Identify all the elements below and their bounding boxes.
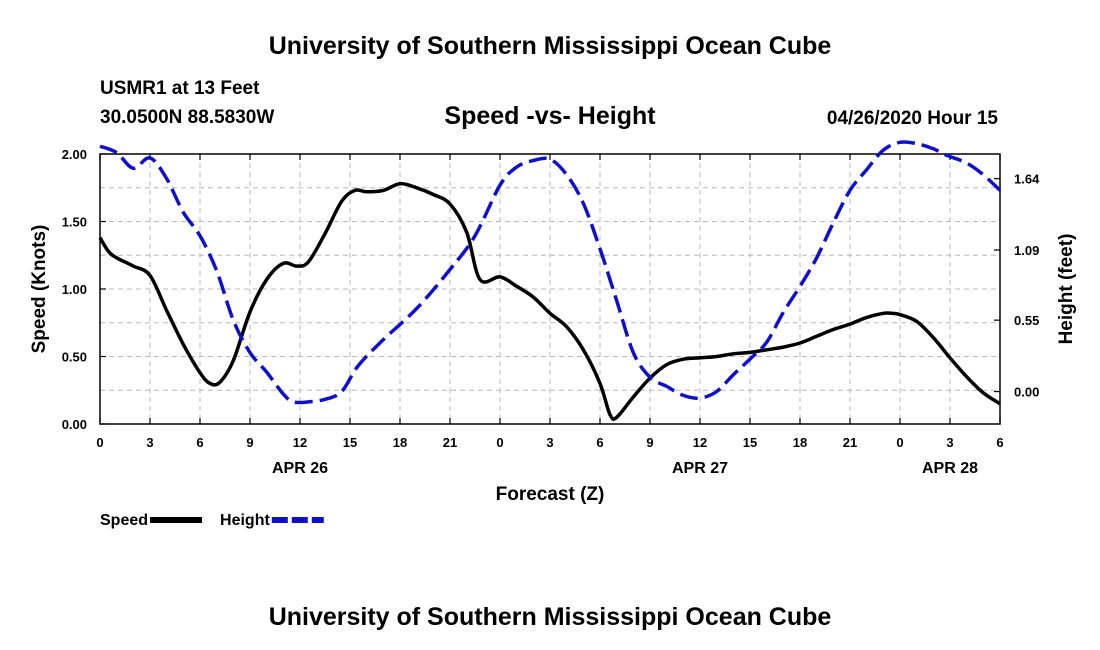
x-tick-label: 6 xyxy=(996,435,1003,450)
timestamp-label: 04/26/2020 Hour 15 xyxy=(827,108,999,129)
x-tick-label: 18 xyxy=(393,435,407,450)
x-tick-label: 12 xyxy=(693,435,707,450)
x-tick-label: 21 xyxy=(443,435,457,450)
y-right-tick-label: 1.64 xyxy=(1014,172,1040,187)
y-left-tick-label: 0.00 xyxy=(62,417,87,432)
footer-title: University of Southern Mississippi Ocean… xyxy=(269,603,832,631)
date-label: APR 27 xyxy=(672,460,728,477)
y-right-tick-label: 0.55 xyxy=(1014,313,1039,328)
axis-ticks: 0 3 6 9 12 15 18 21 0 3 6 9 12 15 18 21 0 3 6 0.00 0.50 1.00 1… xyxy=(62,147,1040,477)
y-axis-right-label: Height (feet) xyxy=(1056,234,1077,345)
x-tick-label: 0 xyxy=(96,435,103,450)
x-axis-label: Forecast (Z) xyxy=(496,484,605,505)
series-height-line xyxy=(99,140,1002,405)
x-tick-label: 6 xyxy=(596,435,603,450)
x-tick-label: 6 xyxy=(196,435,203,450)
x-tick-label: 18 xyxy=(793,435,807,450)
x-tick-label: 15 xyxy=(343,435,357,450)
series-lines xyxy=(98,140,1002,421)
y-right-tick-label: 1.09 xyxy=(1014,243,1039,258)
series-speed-line xyxy=(98,181,1001,421)
y-left-tick-label: 0.50 xyxy=(62,350,87,365)
x-tick-label: 0 xyxy=(896,435,903,450)
x-tick-label: 9 xyxy=(646,435,653,450)
y-right-tick-label: 0.00 xyxy=(1014,385,1039,400)
y-left-tick-label: 2.00 xyxy=(62,147,87,162)
coordinates-label: 30.0500N 88.5830W xyxy=(100,107,274,128)
x-tick-label: 12 xyxy=(293,435,307,450)
x-tick-label: 3 xyxy=(546,435,553,450)
x-tick-label: 3 xyxy=(146,435,153,450)
y-axis-left-label: Speed (Knots) xyxy=(29,225,50,354)
legend: Speed Height xyxy=(100,512,324,529)
y-left-tick-label: 1.50 xyxy=(62,215,87,230)
grid-lines xyxy=(100,154,1000,424)
date-label: APR 28 xyxy=(922,460,978,477)
page-title: University of Southern Mississippi Ocean… xyxy=(269,32,832,60)
x-tick-label: 15 xyxy=(743,435,757,450)
x-tick-label: 3 xyxy=(946,435,953,450)
station-label: USMR1 at 13 Feet xyxy=(100,78,260,99)
x-tick-label: 9 xyxy=(246,435,253,450)
x-tick-label: 21 xyxy=(843,435,857,450)
x-tick-label: 0 xyxy=(496,435,503,450)
legend-label-height: Height xyxy=(220,512,270,529)
legend-label-speed: Speed xyxy=(100,512,148,529)
y-left-tick-label: 1.00 xyxy=(62,282,87,297)
date-label: APR 26 xyxy=(272,460,328,477)
chart-title: Speed -vs- Height xyxy=(444,102,656,130)
